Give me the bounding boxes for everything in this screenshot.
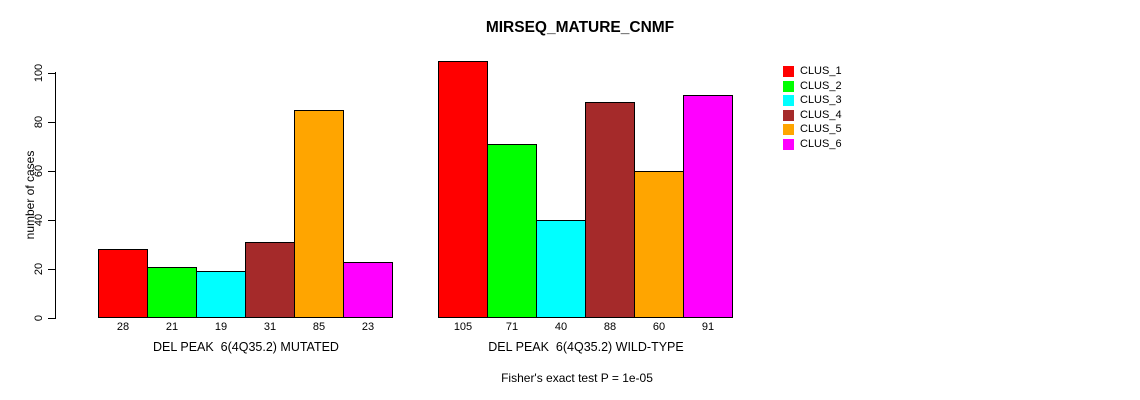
- bar-value-label: 31: [263, 321, 277, 333]
- bar-value-label: 60: [652, 321, 666, 333]
- y-tick-mark: [48, 220, 55, 221]
- bar-value-label: 85: [312, 321, 326, 333]
- bar-clus_3: [196, 271, 246, 318]
- bar-value-label: 19: [214, 321, 228, 333]
- y-tick-mark: [48, 318, 55, 319]
- bar-value-label: 105: [453, 321, 473, 333]
- bar-value-label: 23: [361, 321, 375, 333]
- bar-clus_5: [294, 110, 344, 318]
- y-tick-label: 100: [33, 63, 45, 83]
- legend-swatch-clus_3: [783, 95, 794, 106]
- y-tick-label: 40: [33, 213, 45, 227]
- bar-clus_5: [634, 171, 684, 318]
- legend-label-clus_2: CLUS_2: [800, 80, 842, 92]
- bar-clus_1: [98, 249, 148, 318]
- legend-swatch-clus_4: [783, 110, 794, 121]
- legend-swatch-clus_6: [783, 139, 794, 150]
- fisher-test-footnote: Fisher's exact test P = 1e-05: [501, 371, 653, 385]
- bar-value-label: 71: [505, 321, 519, 333]
- bar-clus_3: [536, 220, 586, 318]
- bar-clus_6: [683, 95, 733, 318]
- y-tick-mark: [48, 269, 55, 270]
- chart-title: MIRSEQ_MATURE_CNMF: [485, 19, 675, 36]
- bar-clus_2: [147, 267, 197, 318]
- y-tick-label: 20: [33, 262, 45, 276]
- y-tick-mark: [48, 171, 55, 172]
- bar-clus_1: [438, 61, 488, 318]
- legend-label-clus_4: CLUS_4: [800, 109, 842, 121]
- bar-clus_4: [585, 102, 635, 318]
- legend-swatch-clus_5: [783, 124, 794, 135]
- legend-swatch-clus_1: [783, 66, 794, 77]
- y-axis-line: [55, 72, 56, 319]
- y-tick-label: 60: [33, 164, 45, 178]
- bar-value-label: 21: [165, 321, 179, 333]
- y-tick-mark: [48, 122, 55, 123]
- bar-clus_4: [245, 242, 295, 318]
- bar-value-label: 28: [116, 321, 130, 333]
- group-label-wild-type: DEL PEAK 6(4Q35.2) WILD-TYPE: [488, 340, 684, 354]
- legend-label-clus_6: CLUS_6: [800, 138, 842, 150]
- legend-label-clus_5: CLUS_5: [800, 123, 842, 135]
- legend-label-clus_3: CLUS_3: [800, 94, 842, 106]
- bar-clus_2: [487, 144, 537, 318]
- bar-value-label: 40: [554, 321, 568, 333]
- bar-clus_6: [343, 262, 393, 318]
- bar-value-label: 91: [701, 321, 715, 333]
- legend-label-clus_1: CLUS_1: [800, 65, 842, 77]
- y-tick-label: 80: [33, 115, 45, 129]
- legend-swatch-clus_2: [783, 81, 794, 92]
- bar-value-label: 88: [603, 321, 617, 333]
- y-tick-label: 0: [33, 314, 45, 322]
- group-label-mutated: DEL PEAK 6(4Q35.2) MUTATED: [153, 340, 339, 354]
- y-tick-mark: [48, 73, 55, 74]
